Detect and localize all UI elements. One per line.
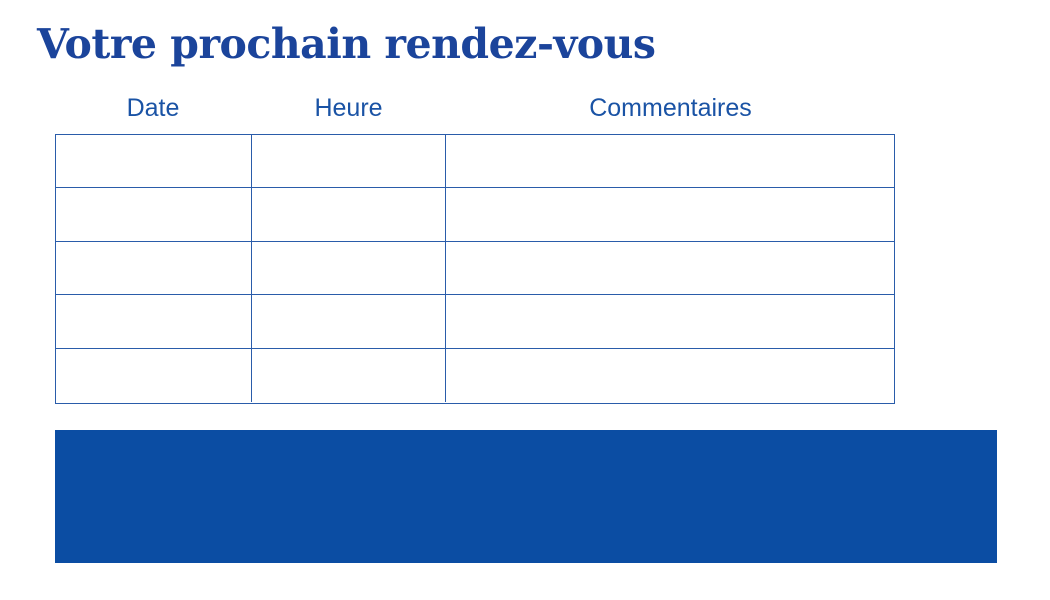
table-row [56,295,894,349]
table-cell-heure [252,135,447,188]
table-cell-heure [252,241,447,295]
table-row [56,241,894,296]
page-title: Votre prochain rendez-vous [37,20,656,68]
table-row [56,348,894,402]
table-column-headers: Date Heure Commentaires [55,93,895,123]
table-cell-date [56,241,252,295]
table-cell-commentaires [446,188,894,240]
table-row [56,188,894,242]
table-cell-commentaires [446,242,894,294]
table-cell-heure [252,188,447,241]
table-cell-date [56,295,252,348]
table-cell-date [56,135,252,188]
table-cell-heure [252,295,447,348]
table-cell-date [56,188,252,241]
table-row [56,135,894,189]
table-cell-commentaires [446,135,894,187]
column-header-commentaires: Commentaires [589,94,752,122]
table-cell-commentaires [446,295,894,347]
footer-band [55,430,997,563]
column-header-heure: Heure [314,94,383,122]
table-cell-heure [252,348,447,402]
table-cell-date [56,348,252,402]
table-cell-commentaires [446,349,894,402]
column-header-date: Date [126,94,180,122]
appointments-table [55,134,895,404]
